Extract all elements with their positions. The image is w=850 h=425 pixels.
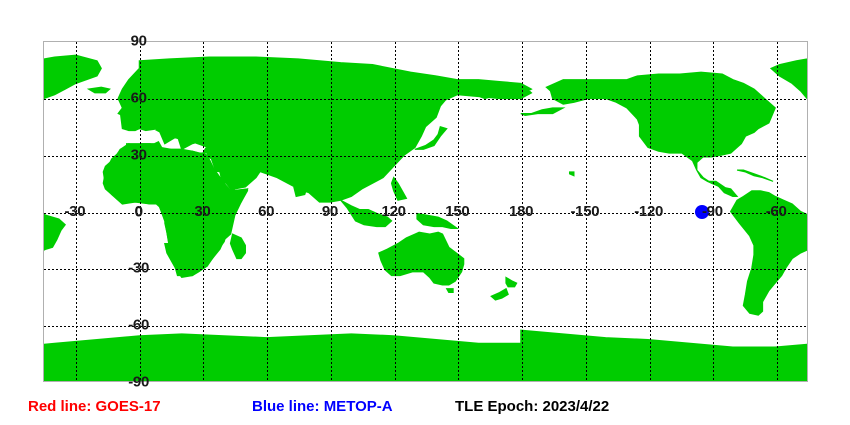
longitude-tick-label: 0: [134, 202, 143, 220]
latitude-tick-label: -90: [128, 373, 150, 391]
land-polygon: [568, 171, 575, 177]
land-polygon: [445, 288, 454, 294]
tle-epoch-value: 2023/4/22: [542, 398, 610, 415]
gridline-longitude: [777, 42, 779, 381]
longitude-tick-label: -60: [765, 202, 787, 220]
longitude-tick-label: -30: [64, 202, 86, 220]
tle-epoch: TLE Epoch: 2023/4/22: [455, 399, 609, 414]
legend-blue-line: Blue line: METOP-A: [252, 399, 393, 414]
legend-blue-value: METOP-A: [323, 398, 393, 415]
land-polygon: [416, 212, 460, 230]
longitude-tick-label: 30: [194, 202, 211, 220]
gridline-longitude: [713, 42, 715, 381]
tle-epoch-label: TLE Epoch:: [455, 398, 539, 415]
gridline-latitude: [44, 212, 807, 214]
land-polygon: [505, 276, 518, 288]
world-landmass-svg: [44, 54, 807, 381]
map-plot-area[interactable]: [43, 41, 808, 382]
latitude-tick-label: -60: [128, 316, 150, 334]
longitude-tick-label: 150: [445, 202, 470, 220]
land-polygon: [44, 213, 67, 251]
legend-red-value: GOES-17: [95, 398, 161, 415]
longitude-tick-label: 90: [321, 202, 338, 220]
gridline-longitude: [458, 42, 460, 381]
land-polygons: [44, 54, 807, 381]
legend-red-line: Red line: GOES-17: [28, 399, 161, 414]
longitude-tick-label: -90: [701, 202, 723, 220]
gridline-longitude: [394, 42, 396, 381]
satellite-marker-metop-a[interactable]: [694, 204, 709, 219]
land-polygon: [86, 86, 111, 94]
longitude-tick-label: -120: [634, 202, 664, 220]
latitude-tick-label: 60: [130, 89, 147, 107]
land-polygon: [729, 190, 807, 316]
legend-blue-label: Blue line:: [252, 398, 320, 415]
legend-caption-bar: Red line: GOES-17 Blue line: METOP-A TLE…: [0, 392, 850, 425]
land-polygon: [102, 143, 249, 277]
land-polygon: [520, 107, 566, 117]
gridline-longitude: [585, 42, 587, 381]
land-polygon: [414, 126, 448, 150]
gridline-longitude: [330, 42, 332, 381]
longitude-tick-label: -150: [570, 202, 600, 220]
gridline-longitude: [649, 42, 651, 381]
land-polygon: [249, 67, 273, 81]
latitude-tick-label: 30: [130, 146, 147, 164]
land-polygon: [736, 169, 774, 182]
gridline-latitude: [44, 98, 807, 100]
legend-red-label: Red line:: [28, 398, 92, 415]
land-polygon: [163, 62, 188, 69]
gridline-longitude: [139, 42, 141, 381]
gridline-longitude: [267, 42, 269, 381]
land-polygon: [229, 233, 246, 260]
gridline-latitude: [44, 326, 807, 328]
gridline-longitude: [75, 42, 77, 381]
gridline-latitude: [44, 155, 807, 157]
gridline-longitude: [203, 42, 205, 381]
land-polygon: [44, 54, 102, 100]
land-polygon: [707, 180, 738, 197]
latitude-tick-label: 0: [134, 203, 143, 220]
gridline-longitude: [522, 42, 524, 381]
longitude-tick-label: 60: [258, 202, 275, 220]
land-polygon: [545, 71, 776, 197]
longitude-tick-label: 180: [509, 202, 534, 220]
land-polygon: [520, 329, 807, 381]
gridline-latitude: [44, 269, 807, 271]
latitude-tick-label: 90: [130, 32, 147, 50]
latitude-tick-label: -30: [128, 259, 150, 277]
land-polygon: [490, 287, 509, 301]
land-polygon: [378, 231, 465, 286]
land-polygon: [44, 333, 522, 381]
land-polygon: [117, 101, 141, 118]
longitude-tick-label: 120: [381, 202, 406, 220]
land-polygon: [769, 58, 807, 100]
